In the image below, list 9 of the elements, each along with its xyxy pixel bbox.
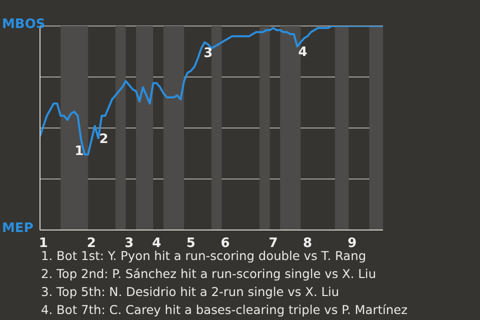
annotation: 1 [74, 144, 84, 160]
text: 2. Top 2nd: P. Sánchez hit a run-scoring single vs X. Liu [41, 266, 378, 283]
annotation: 4 [298, 45, 308, 62]
text: MEP [2, 221, 34, 237]
annotation: 3 [204, 46, 213, 62]
annotation: 2 [99, 132, 108, 148]
text: 4. Bot 7th: C. Carey hit a bases-clearing triple vs P. Martínez [41, 302, 408, 319]
annotation: MBOS [2, 17, 46, 33]
text: 3. Top 5th: N. Desidrio hit a 2-run single vs X. Liu [41, 284, 340, 301]
